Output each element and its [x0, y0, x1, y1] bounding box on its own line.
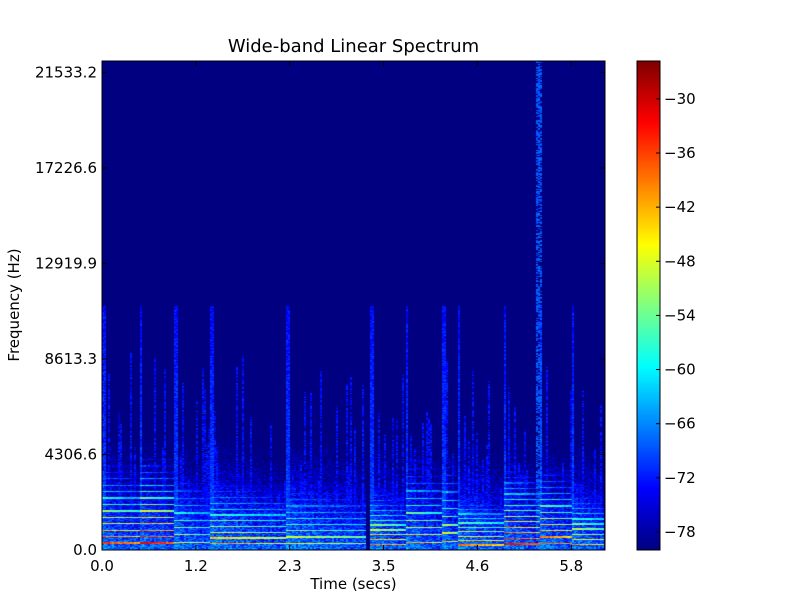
- colorbar-frame: [636, 60, 661, 551]
- x-tick-label: 0.0: [90, 557, 114, 575]
- y-tick-label: 21533.2: [35, 63, 97, 81]
- colorbar-tick-label: −48: [664, 252, 696, 270]
- x-tick-label: 5.8: [559, 557, 583, 575]
- y-tick-label: 4306.6: [45, 445, 98, 463]
- x-tick-label: 1.2: [184, 557, 208, 575]
- y-tick-label: 12919.9: [35, 254, 97, 272]
- x-tick-label: 4.6: [466, 557, 490, 575]
- colorbar-tick-label: −78: [664, 523, 696, 541]
- x-tick-label: 2.3: [278, 557, 302, 575]
- colorbar: [637, 61, 660, 550]
- chart-title: Wide-band Linear Spectrum: [227, 36, 480, 57]
- x-axis-label: Time (secs): [310, 575, 397, 593]
- colorbar-tick-label: −60: [664, 361, 696, 379]
- y-tick-label: 0.0: [73, 541, 97, 559]
- colorbar-tick-label: −30: [664, 90, 696, 108]
- colorbar-tick-label: −54: [664, 306, 696, 324]
- y-tick-label: 8613.3: [45, 350, 98, 368]
- colorbar-tick-label: −72: [664, 469, 696, 487]
- plot-frame: [101, 60, 606, 551]
- x-tick-label: 3.5: [372, 557, 396, 575]
- spectrogram-heatmap: [102, 61, 605, 550]
- y-tick-label: 17226.6: [35, 159, 97, 177]
- colorbar-tick-label: −42: [664, 198, 696, 216]
- colorbar-tick-label: −66: [664, 415, 696, 433]
- y-axis-label: Frequency (Hz): [5, 248, 23, 362]
- colorbar-tick-label: −36: [664, 144, 696, 162]
